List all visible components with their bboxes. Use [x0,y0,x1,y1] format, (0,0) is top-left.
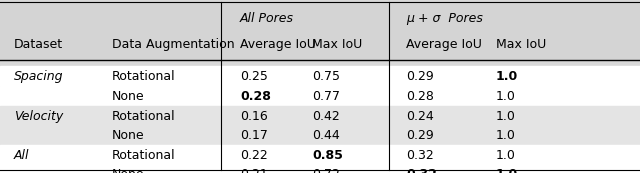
Text: Dataset: Dataset [14,38,63,51]
Text: 0.32: 0.32 [406,168,437,173]
Text: Data Augmentation: Data Augmentation [112,38,235,51]
Text: 0.25: 0.25 [240,70,268,84]
Text: 0.17: 0.17 [240,129,268,142]
Text: 0.32: 0.32 [406,149,434,162]
Text: 1.0: 1.0 [496,168,518,173]
Bar [0,106,640,126]
Text: All: All [14,149,29,162]
Text: 1.0: 1.0 [496,110,516,123]
Bar [0,164,640,173]
Text: 0.44: 0.44 [312,129,340,142]
Text: 0.28: 0.28 [240,90,271,103]
Text: Rotational: Rotational [112,70,175,84]
Text: Velocity: Velocity [14,110,63,123]
Bar [0,125,640,145]
Text: 0.85: 0.85 [312,149,343,162]
Text: None: None [112,90,145,103]
Text: 0.77: 0.77 [312,90,340,103]
Text: 0.16: 0.16 [240,110,268,123]
Text: Rotational: Rotational [112,110,175,123]
Text: 0.72: 0.72 [312,168,340,173]
Text: 1.0: 1.0 [496,129,516,142]
Bar [0,2,640,60]
Text: 1.0: 1.0 [496,149,516,162]
Text: Rotational: Rotational [112,149,175,162]
Text: 0.75: 0.75 [312,70,340,84]
Text: 1.0: 1.0 [496,90,516,103]
Bar [0,86,640,106]
Text: Spacing: Spacing [14,70,63,84]
Text: Average IoU: Average IoU [240,38,316,51]
Bar [0,145,640,165]
Text: Max IoU: Max IoU [312,38,363,51]
Text: None: None [112,168,145,173]
Text: 0.42: 0.42 [312,110,340,123]
Text: 0.29: 0.29 [406,70,434,84]
Text: 1.0: 1.0 [496,70,518,84]
Text: 0.21: 0.21 [240,168,268,173]
Text: 0.29: 0.29 [406,129,434,142]
Text: All Pores: All Pores [240,12,294,25]
Text: Average IoU: Average IoU [406,38,483,51]
Text: Max IoU: Max IoU [496,38,547,51]
Text: 0.24: 0.24 [406,110,434,123]
Text: 0.28: 0.28 [406,90,435,103]
Text: None: None [112,129,145,142]
Text: 0.22: 0.22 [240,149,268,162]
Bar [0,66,640,86]
Text: μ + σ  Pores: μ + σ Pores [406,12,483,25]
